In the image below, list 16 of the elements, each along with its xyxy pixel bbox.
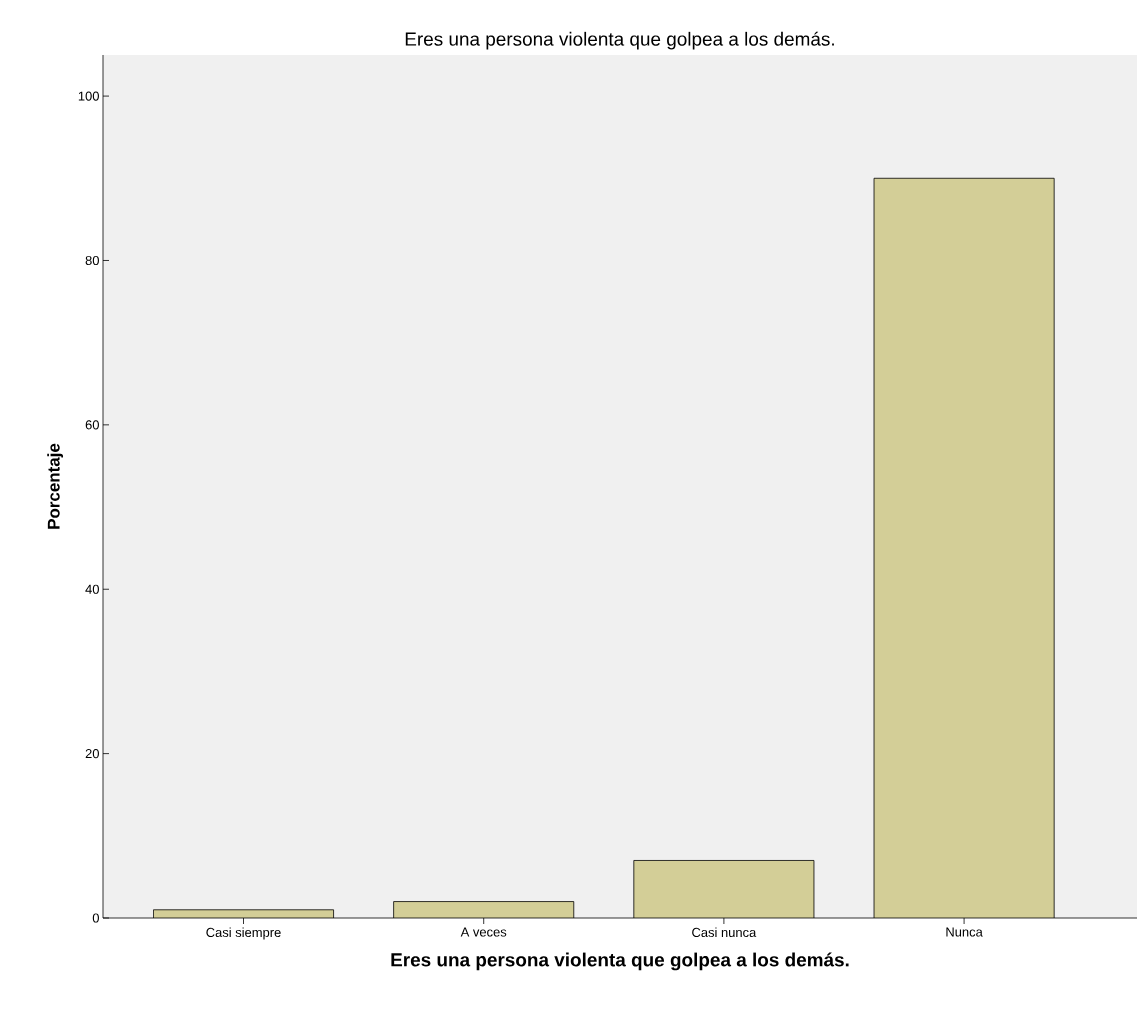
- x-tick-label: A veces: [460, 927, 507, 937]
- y-tick-label: 20: [85, 749, 99, 759]
- y-axis-title: Porcentaje: [47, 443, 64, 529]
- bar: [873, 177, 1055, 918]
- y-tick-label: 40: [85, 584, 99, 594]
- y-tick-label: 60: [85, 420, 99, 430]
- x-axis-title: Eres una persona violenta que golpea a los demás.: [391, 952, 849, 971]
- x-tick-label: Casi siempre: [206, 927, 281, 940]
- bar: [633, 860, 814, 918]
- y-tick-label: 80: [85, 255, 99, 266]
- y-tick-label: 0: [92, 913, 99, 923]
- chart-title: Eres una persona violenta que golpea a los demás.: [405, 31, 834, 50]
- x-tick-label: Nunca: [946, 927, 983, 937]
- x-tick-label: Casi nunca: [692, 927, 757, 938]
- y-tick-label: 100: [78, 91, 99, 101]
- bar: [393, 901, 574, 918]
